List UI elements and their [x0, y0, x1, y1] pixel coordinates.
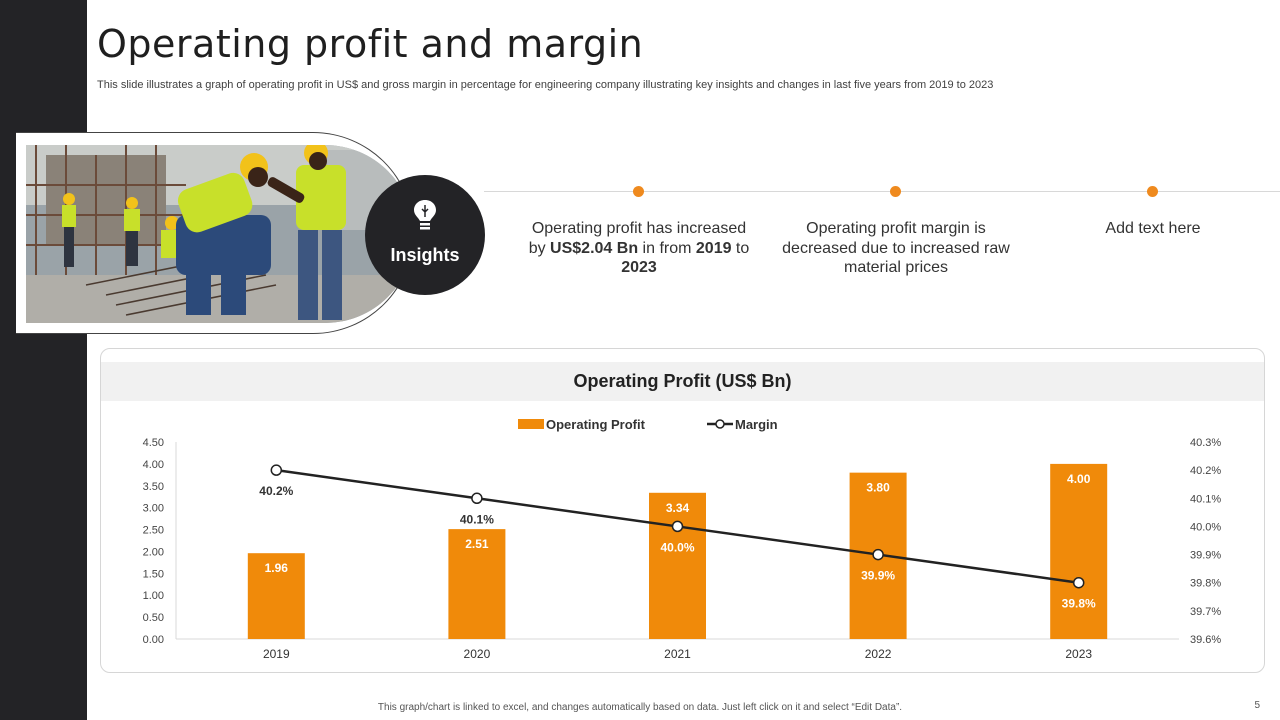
timeline-line — [484, 191, 1280, 192]
page-title: Operating profit and margin — [97, 22, 644, 66]
chart-card[interactable]: Operating Profit (US$ Bn) 0.00 0.50 1.00 1.… — [100, 348, 1265, 673]
y-right-tick-label: 39.8% — [1190, 578, 1221, 590]
y-left-tick-label: 4.50 — [143, 437, 164, 449]
margin-point — [270, 464, 283, 476]
timeline-dot — [890, 186, 901, 197]
y-right-tick-label: 40.0% — [1190, 521, 1221, 533]
left-accent-bar — [0, 0, 87, 720]
y-left-tick-label: 1.50 — [143, 568, 164, 580]
slide-subtitle: This slide illustrates a graph of operat… — [97, 79, 994, 91]
construction-workers-photo — [26, 145, 413, 323]
margin-data-label: 40.2% — [259, 484, 293, 498]
margin-point — [1072, 576, 1085, 589]
y-right-tick-label: 40.2% — [1190, 465, 1221, 477]
insight-text-1: Operating profit has increased by US$2.0… — [528, 220, 750, 276]
margin-point — [872, 548, 884, 561]
y-left-tick-label: 0.50 — [143, 612, 164, 624]
margin-data-label: 39.8% — [1062, 597, 1096, 611]
margin-point — [671, 520, 684, 533]
timeline-dot — [633, 186, 644, 197]
timeline-dot — [1147, 186, 1158, 197]
legend-label-margin: Margin — [735, 417, 778, 432]
y-left-tick-label: 1.00 — [143, 590, 164, 602]
y-left-tick-label: 4.00 — [143, 459, 164, 471]
bar-data-label: 3.80 — [866, 481, 890, 495]
y-right-tick-label: 39.6% — [1190, 634, 1221, 646]
bar-data-label: 2.51 — [465, 537, 489, 551]
margin-data-label: 40.1% — [460, 512, 494, 526]
x-tick-label: 2019 — [263, 647, 290, 661]
y-left-tick-label: 2.50 — [143, 525, 164, 537]
legend-label-operating-profit: Operating Profit — [546, 417, 646, 432]
bar-operating-profit — [1050, 463, 1108, 639]
x-tick-label: 2023 — [1065, 647, 1092, 661]
bar-operating-profit — [649, 492, 706, 639]
y-right-tick-label: 39.9% — [1190, 550, 1221, 562]
footer-note: This graph/chart is linked to excel, and… — [377, 702, 903, 713]
y-right-tick-label: 40.1% — [1190, 493, 1221, 505]
y-right-tick-label: 40.3% — [1190, 437, 1221, 449]
lightbulb-icon — [414, 200, 436, 230]
margin-data-label: 39.9% — [861, 569, 895, 583]
x-tick-label: 2020 — [464, 647, 491, 661]
insight-text-3: Add text here — [1105, 220, 1201, 237]
y-left-tick-label: 0.00 — [143, 634, 164, 646]
bar-operating-profit — [247, 553, 305, 639]
y-left-tick-label: 3.00 — [143, 503, 164, 515]
bar-operating-profit — [448, 529, 506, 639]
margin-data-label: 40.0% — [660, 540, 694, 554]
legend-swatch-operating-profit — [518, 419, 544, 429]
insights-label: Insights — [390, 245, 460, 265]
legend-marker-margin — [715, 419, 725, 429]
bar-data-label: 3.34 — [666, 501, 690, 515]
insight-text-2: Operating profit margin is decreased due… — [782, 220, 1010, 276]
y-left-tick-label: 3.50 — [143, 481, 164, 493]
x-tick-label: 2021 — [664, 647, 691, 661]
margin-point — [471, 492, 483, 505]
page-number: 5 — [1254, 700, 1260, 711]
operating-profit-chart: 0.00 0.50 1.00 1.50 2.00 2.50 3.00 3.50 4.00 4.50… — [143, 417, 1222, 661]
y-left-tick-label: 2.00 — [143, 546, 164, 558]
y-right-tick-label: 39.7% — [1190, 606, 1221, 618]
bar-data-label: 4.00 — [1067, 472, 1091, 486]
photo-card — [16, 132, 414, 334]
bar-data-label: 1.96 — [265, 561, 289, 575]
x-tick-label: 2022 — [865, 647, 892, 661]
insights-badge: Insights — [365, 175, 485, 295]
chart-title: Operating Profit (US$ Bn) — [101, 362, 1264, 401]
